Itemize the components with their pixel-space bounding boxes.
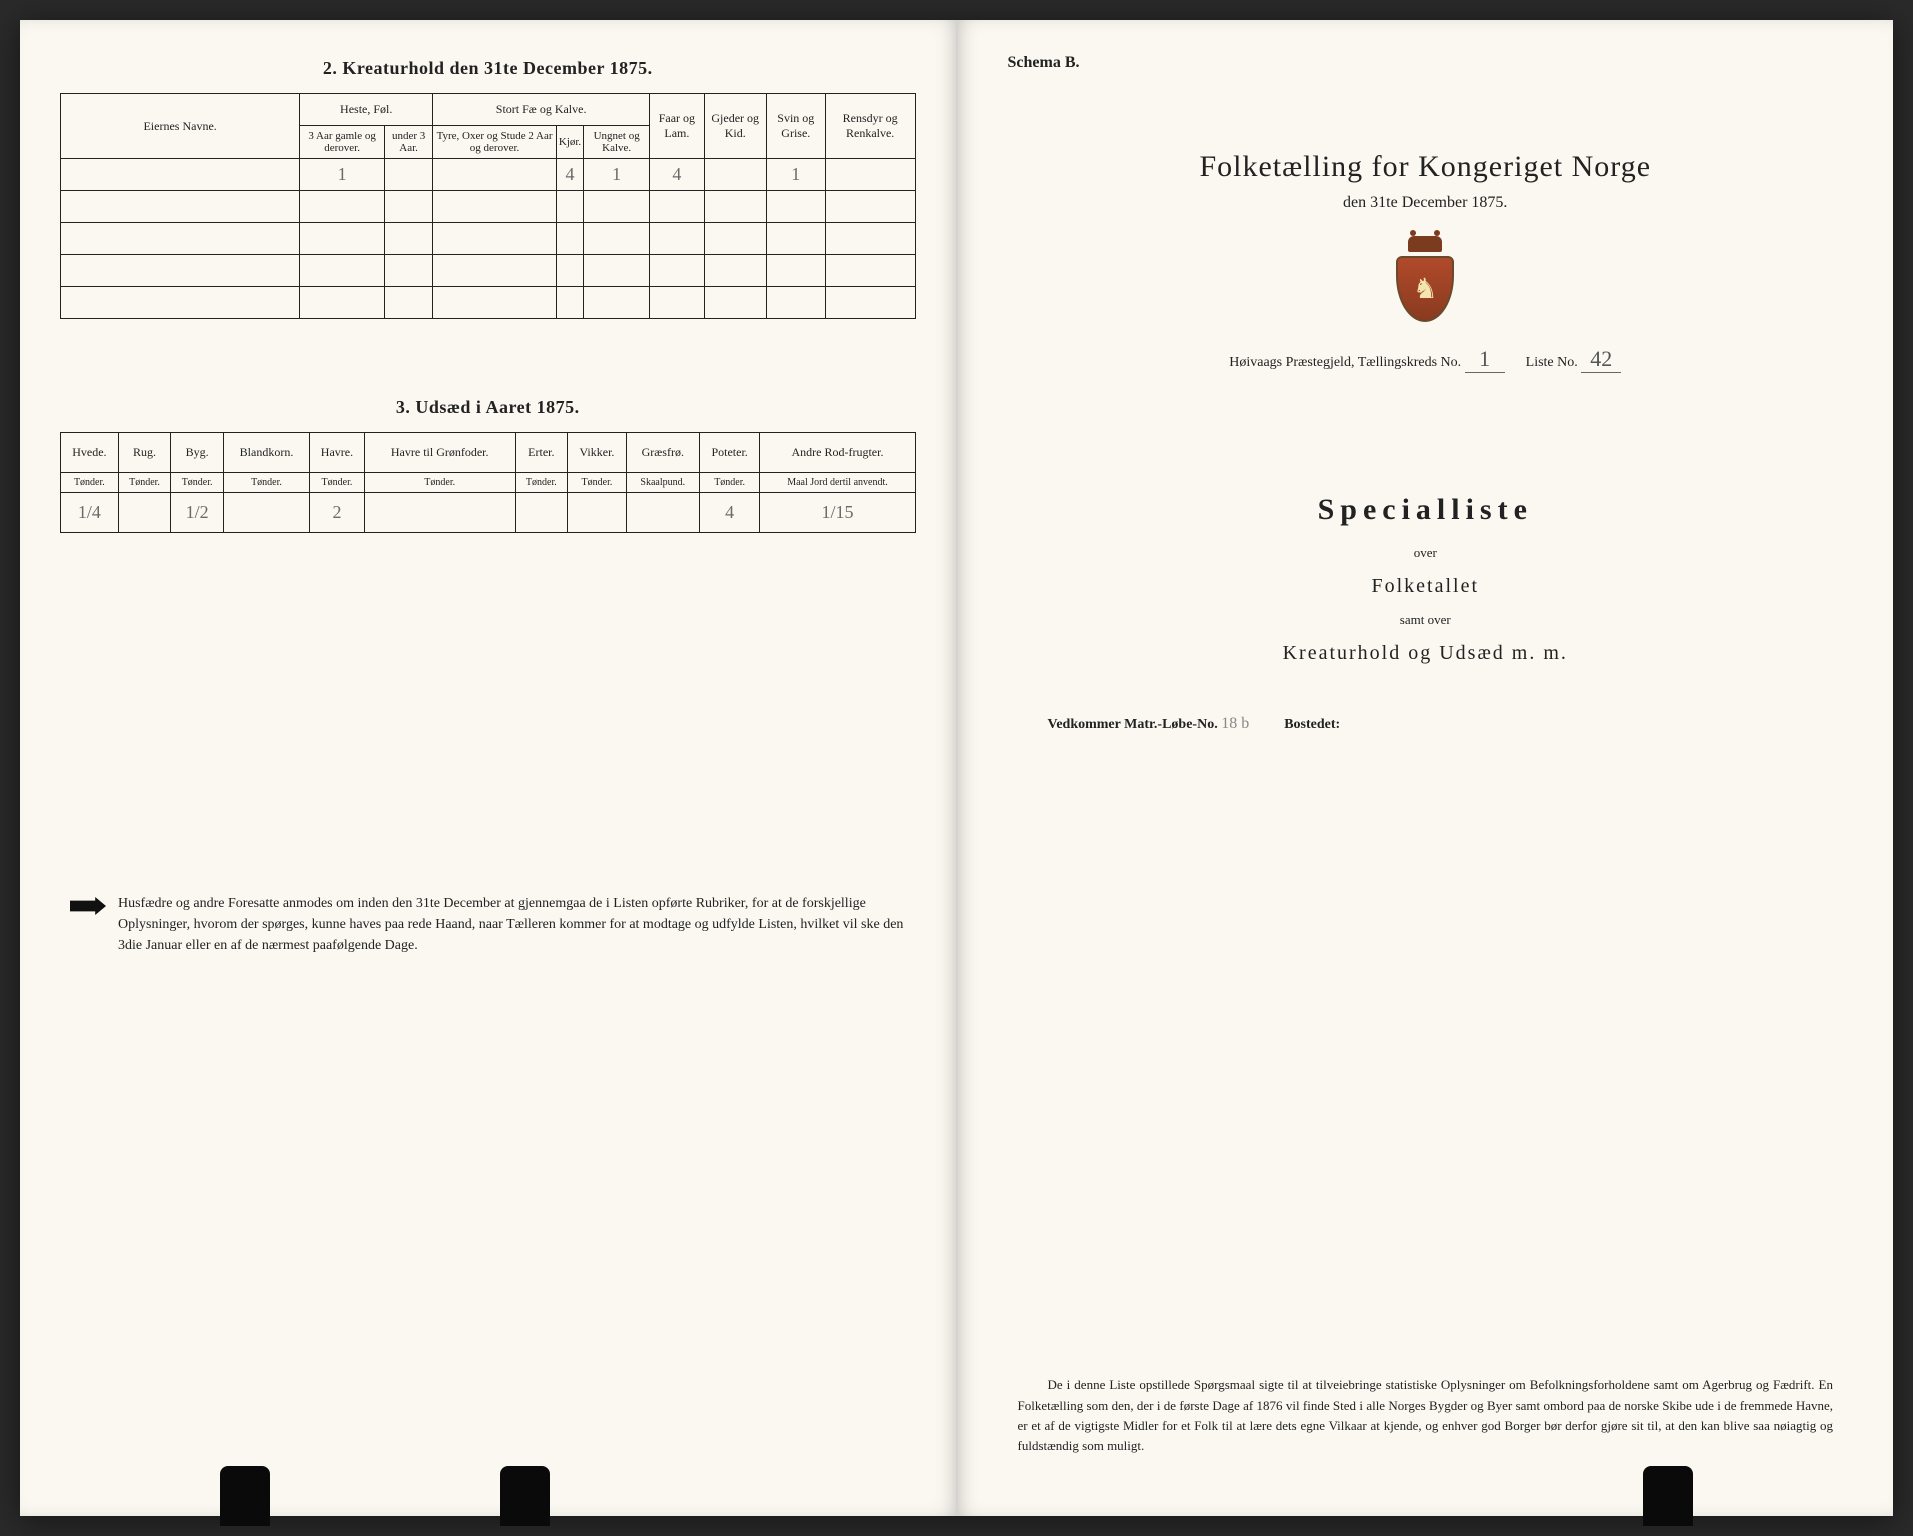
liste-number: 42 [1581, 346, 1621, 373]
th-stort3: Ungnet og Kalve. [584, 126, 650, 159]
th-stort1: Tyre, Oxer og Stude 2 Aar og derover. [433, 126, 557, 159]
kreaturhold-table: Eiernes Navne. Heste, Føl. Stort Fæ og K… [60, 93, 916, 319]
kreaturhold-heading: Kreaturhold og Udsæd m. m. [998, 642, 1854, 665]
coat-of-arms-icon: ♞ [1390, 236, 1460, 322]
cell-eier [61, 159, 300, 191]
samt-label: samt over [998, 612, 1854, 628]
vedk-number: 18 b [1221, 715, 1249, 732]
table-row [61, 255, 916, 287]
cell-gjeder [704, 159, 766, 191]
udsaed-table: Hvede. Rug. Byg. Blandkorn. Havre. Havre… [60, 432, 916, 533]
bosted-label: Bostedet: [1284, 717, 1340, 732]
th-tonder: Tønder. [364, 473, 515, 493]
cell-svin: 1 [766, 159, 825, 191]
th-tonder: Tønder. [310, 473, 365, 493]
section3-title: 3. Udsæd i Aaret 1875. [60, 397, 916, 418]
table-row: 1/4 1/2 2 4 1/15 [61, 493, 916, 533]
bottom-paragraph: De i denne Liste opstillede Spørgsmaal s… [1018, 1375, 1834, 1456]
cell-hvede: 1/4 [61, 493, 119, 533]
cell-rug [118, 493, 171, 533]
table-row [61, 287, 916, 319]
right-page: Schema B. Folketælling for Kongeriget No… [958, 20, 1894, 1516]
th-rensdyr: Rensdyr og Renkalve. [825, 94, 915, 159]
th-andre: Andre Rod-frugter. [760, 433, 915, 473]
th-gjeder: Gjeder og Kid. [704, 94, 766, 159]
book-spread: 2. Kreaturhold den 31te December 1875. E… [20, 20, 1893, 1516]
cell-erter [515, 493, 568, 533]
table-row: 1 4 1 4 1 [61, 159, 916, 191]
cell-byg: 1/2 [171, 493, 224, 533]
lion-icon: ♞ [1413, 272, 1438, 306]
th-hvede: Hvede. [61, 433, 119, 473]
census-subtitle: den 31te December 1875. [998, 194, 1854, 212]
th-rug: Rug. [118, 433, 171, 473]
shield-icon: ♞ [1396, 256, 1454, 322]
th-byg: Byg. [171, 433, 224, 473]
district-prefix: Høivaags Præstegjeld, Tællingskreds No. [1229, 355, 1461, 370]
th-poteter: Poteter. [699, 433, 760, 473]
binder-clip-icon [1643, 1466, 1693, 1526]
cell-rensdyr [825, 159, 915, 191]
cell-stort2: 4 [556, 159, 583, 191]
th-heste: Heste, Føl. [300, 94, 433, 126]
cell-stort3: 1 [584, 159, 650, 191]
census-title: Folketælling for Kongeriget Norge [998, 150, 1854, 184]
cell-graesfro [626, 493, 699, 533]
th-havregron: Havre til Grønfoder. [364, 433, 515, 473]
th-tonder: Tønder. [61, 473, 119, 493]
crown-icon [1408, 236, 1442, 252]
th-tonder: Tønder. [223, 473, 309, 493]
cell-heste1: 1 [300, 159, 385, 191]
th-faar: Faar og Lam. [650, 94, 705, 159]
th-stort2: Kjør. [556, 126, 583, 159]
th-tonder: Tønder. [699, 473, 760, 493]
cell-faar: 4 [650, 159, 705, 191]
over-label: over [998, 545, 1854, 561]
cell-stort1 [433, 159, 557, 191]
th-havre: Havre. [310, 433, 365, 473]
th-erter: Erter. [515, 433, 568, 473]
cell-heste2 [384, 159, 432, 191]
section2-title: 2. Kreaturhold den 31te December 1875. [60, 58, 916, 79]
table-row [61, 191, 916, 223]
folketallet-heading: Folketallet [998, 575, 1854, 598]
footnote-text: Husfædre og andre Foresatte anmodes om i… [118, 893, 906, 956]
specialliste-heading: Specialliste [998, 493, 1854, 527]
vedkommer-line: Vedkommer Matr.-Løbe-No. 18 b Bostedet: [998, 715, 1854, 733]
th-graesfro: Græsfrø. [626, 433, 699, 473]
cell-andre: 1/15 [760, 493, 915, 533]
district-line: Høivaags Præstegjeld, Tællingskreds No. … [998, 346, 1854, 373]
th-stort: Stort Fæ og Kalve. [433, 94, 650, 126]
th-maal: Maal Jord dertil anvendt. [760, 473, 915, 493]
district-number: 1 [1465, 346, 1505, 373]
cell-poteter: 4 [699, 493, 760, 533]
th-tonder: Tønder. [171, 473, 224, 493]
th-vikker: Vikker. [568, 433, 627, 473]
cell-vikker [568, 493, 627, 533]
footnote: Husfædre og andre Foresatte anmodes om i… [60, 893, 916, 956]
liste-label: Liste No. [1526, 355, 1578, 370]
th-skaalpund: Skaalpund. [626, 473, 699, 493]
pointing-hand-icon [70, 897, 106, 915]
cell-havre: 2 [310, 493, 365, 533]
th-heste2: under 3 Aar. [384, 126, 432, 159]
th-tonder: Tønder. [515, 473, 568, 493]
schema-label: Schema B. [1008, 54, 1080, 72]
th-blandkorn: Blandkorn. [223, 433, 309, 473]
th-svin: Svin og Grise. [766, 94, 825, 159]
th-tonder: Tønder. [118, 473, 171, 493]
vedk-label: Vedkommer Matr.-Løbe-No. [1048, 717, 1218, 732]
binder-clip-icon [500, 1466, 550, 1526]
left-page: 2. Kreaturhold den 31te December 1875. E… [20, 20, 958, 1516]
th-heste1: 3 Aar gamle og derover. [300, 126, 385, 159]
binder-clip-icon [220, 1466, 270, 1526]
cell-havregron [364, 493, 515, 533]
th-eier: Eiernes Navne. [61, 94, 300, 159]
table-row [61, 223, 916, 255]
cell-blandkorn [223, 493, 309, 533]
th-tonder: Tønder. [568, 473, 627, 493]
